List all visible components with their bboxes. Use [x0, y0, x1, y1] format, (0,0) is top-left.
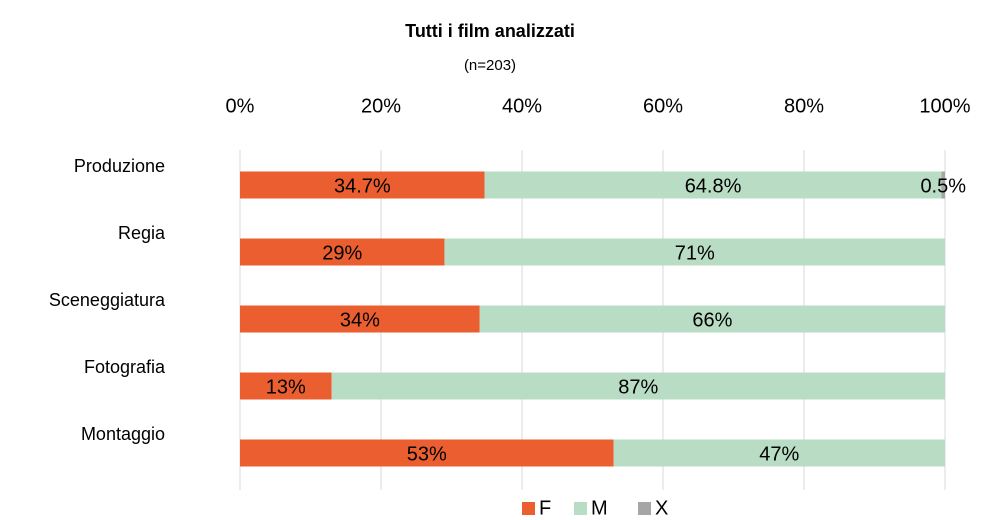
bar-segment — [613, 439, 945, 467]
legend-label: F — [539, 497, 551, 519]
legend-label: X — [655, 497, 668, 519]
x-tick-label: 40% — [502, 95, 542, 117]
x-tick-label: 20% — [361, 95, 401, 117]
data-label: 71% — [675, 242, 715, 264]
x-tick-label: 80% — [784, 95, 824, 117]
data-label: 34% — [340, 309, 380, 331]
data-label: 53% — [407, 443, 447, 465]
category-label: Fotografia — [84, 357, 166, 377]
x-tick-label: 60% — [643, 95, 683, 117]
data-label: 29% — [322, 242, 362, 264]
data-label: 0.5% — [920, 175, 966, 197]
data-label: 47% — [759, 443, 799, 465]
bar-segment — [331, 372, 945, 400]
category-label: Montaggio — [81, 424, 165, 444]
data-label: 87% — [618, 376, 658, 398]
legend-swatch — [522, 502, 535, 515]
x-tick-label: 0% — [226, 95, 255, 117]
chart-subtitle: (n=203) — [464, 57, 516, 74]
category-label: Regia — [118, 223, 166, 243]
bar-segment — [444, 238, 945, 266]
bar-segment — [240, 238, 445, 266]
x-tick-label: 100% — [919, 95, 970, 117]
data-label: 66% — [692, 309, 732, 331]
category-label: Produzione — [74, 156, 165, 176]
category-label: Sceneggiatura — [49, 290, 166, 310]
data-label: 13% — [266, 376, 306, 398]
bar-segment — [240, 439, 614, 467]
legend-swatch — [638, 502, 651, 515]
chart-title: Tutti i film analizzati — [405, 21, 575, 41]
bar-segment — [484, 171, 942, 199]
data-label: 34.7% — [334, 175, 391, 197]
legend-label: M — [591, 497, 608, 519]
bar-segment — [479, 305, 945, 333]
data-label: 64.8% — [685, 175, 742, 197]
bar-segment — [240, 305, 480, 333]
bar-segment — [240, 372, 332, 400]
legend-swatch — [574, 502, 587, 515]
bar-segment — [941, 171, 945, 199]
bar-segment — [240, 171, 485, 199]
